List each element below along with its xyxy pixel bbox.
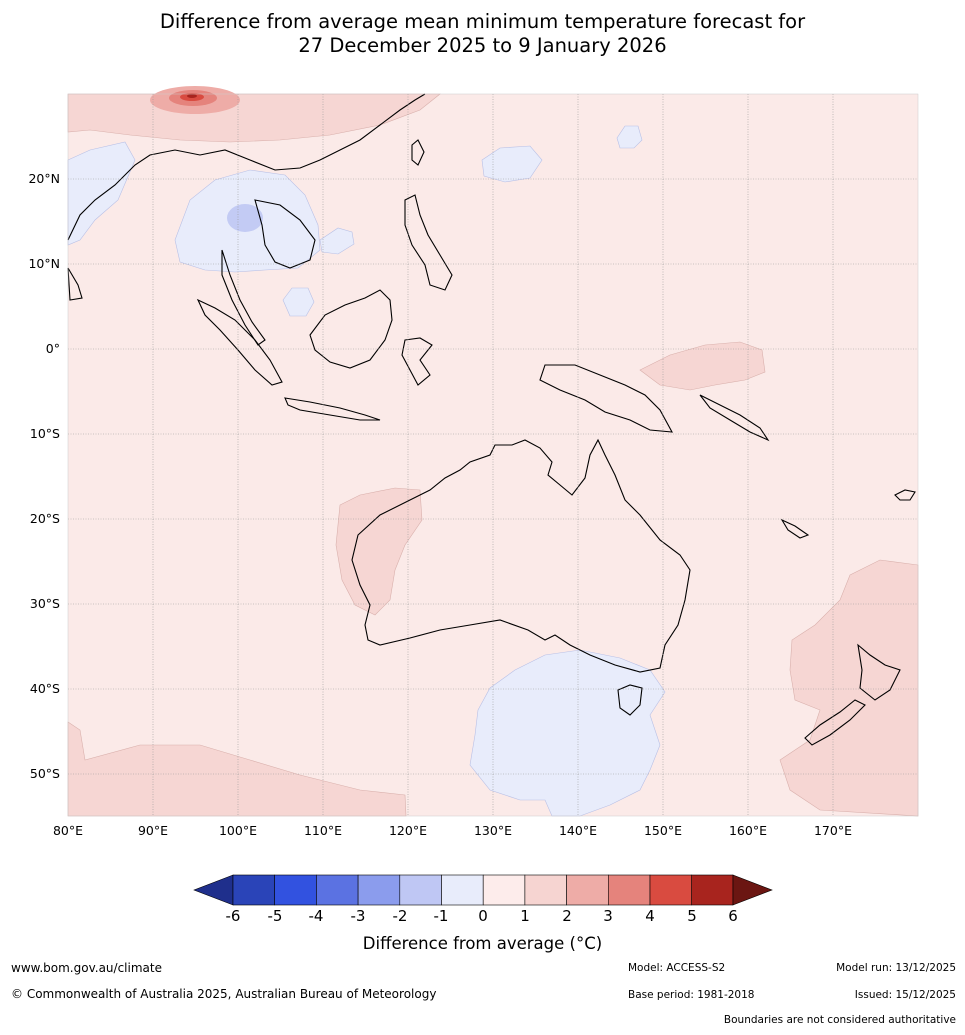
colorbar-min-arrow — [193, 874, 234, 906]
warm-region-png — [639, 341, 766, 391]
map-frame — [67, 93, 919, 817]
colorbar-bin-6 — [441, 874, 484, 906]
cool-region-southern-ocean — [469, 649, 666, 817]
india-tip-outline — [67, 267, 83, 301]
colorbar-tick: -1 — [433, 907, 449, 925]
taiwan-outline — [411, 139, 425, 166]
lon-label-140e: 140°E — [558, 823, 597, 838]
colorbar-tick: 3 — [603, 907, 613, 925]
colorbar-title: Difference from average (°C) — [362, 934, 603, 953]
colorbar-bin-2 — [274, 874, 317, 906]
cool-anomaly-regions — [67, 125, 666, 817]
colorbar — [193, 874, 773, 906]
colorbar-bin-7 — [482, 874, 526, 906]
footer-model: Model: ACCESS-S2 — [628, 962, 726, 974]
colorbar-bin-4 — [357, 874, 401, 906]
colorbar-bin-11 — [649, 874, 693, 906]
title-line-2: 27 December 2025 to 9 January 2026 — [298, 34, 667, 57]
cool-region-bay-of-bengal — [67, 141, 136, 246]
lat-label-40s: 40°S — [29, 681, 60, 696]
colorbar-tick: 2 — [562, 907, 572, 925]
new-guinea-outline — [539, 364, 673, 433]
hot-spot — [150, 86, 240, 114]
colorbar-tick: 6 — [728, 907, 738, 925]
footer-disclaimer: Boundaries are not considered authoritat… — [723, 1014, 956, 1026]
lon-label-130e: 130°E — [473, 823, 512, 838]
colorbar-bin-3 — [316, 874, 359, 906]
cool-region-south-china-sea — [282, 287, 315, 317]
colorbar-bin-10 — [607, 874, 651, 906]
footer-copyright: © Commonwealth of Australia 2025, Austra… — [11, 987, 437, 1001]
asia-mainland-outline — [67, 93, 426, 241]
lat-label-0: 0° — [45, 341, 60, 356]
cool-region-borneo-west — [319, 227, 355, 255]
colorbar-tick: -6 — [225, 907, 241, 925]
new-caledonia — [780, 518, 810, 539]
colorbar-bin-8 — [524, 874, 567, 906]
cool-region-philippine-sea — [481, 145, 543, 183]
borneo-outline — [309, 289, 393, 369]
tasmania-outline — [617, 684, 643, 716]
colorbar-tick: 1 — [520, 907, 530, 925]
colorbar-tick: -2 — [392, 907, 408, 925]
colorbar-bin-9 — [566, 874, 609, 906]
gridlines — [68, 94, 918, 816]
fiji — [894, 489, 916, 501]
cool-region-pacific-small — [616, 125, 643, 149]
lat-label-50s: 50°S — [29, 766, 60, 781]
lon-label-110e: 110°E — [303, 823, 342, 838]
lon-label-170e: 170°E — [813, 823, 852, 838]
title-line-1: Difference from average mean minimum tem… — [159, 10, 806, 33]
colorbar-tick: -5 — [267, 907, 283, 925]
colorbar-tick: 5 — [687, 907, 697, 925]
new-zealand-south — [804, 699, 866, 746]
lon-label-160e: 160°E — [728, 823, 767, 838]
solomon-islands — [699, 394, 770, 442]
warm-anomaly-regions — [67, 93, 919, 817]
lon-label-150e: 150°E — [643, 823, 682, 838]
deeper-cool-cell — [227, 204, 263, 232]
colorbar-max-arrow — [732, 874, 773, 906]
lat-label-20n: 20°N — [28, 171, 60, 186]
colorbar-bin-12 — [691, 874, 734, 906]
footer-issued: Issued: 15/12/2025 — [854, 989, 956, 1001]
indochina-outline — [254, 199, 316, 269]
colorbar-bin-5 — [399, 874, 442, 906]
java-outline — [284, 397, 381, 421]
footer-base-period: Base period: 1981-2018 — [628, 989, 755, 1001]
lat-label-10s: 10°S — [29, 426, 60, 441]
philippines-outline — [404, 194, 453, 291]
colorbar-tick: -3 — [350, 907, 366, 925]
lat-label-30s: 30°S — [29, 596, 60, 611]
colorbar-tick: -4 — [308, 907, 324, 925]
colorbar-tick: 4 — [645, 907, 655, 925]
lat-label-10n: 10°N — [28, 256, 60, 271]
footer-website: www.bom.gov.au/climate — [11, 961, 162, 975]
footer-model-run: Model run: 13/12/2025 — [836, 962, 956, 974]
chart-title: Difference from average mean minimum tem… — [0, 10, 965, 58]
malay-peninsula-outline — [221, 249, 266, 346]
new-zealand-north — [857, 643, 901, 701]
lon-label-100e: 100°E — [218, 823, 257, 838]
warm-region-west-australia — [335, 487, 423, 616]
coastlines — [67, 93, 916, 746]
colorbar-bin-1 — [232, 874, 276, 906]
lon-label-80e: 80°E — [52, 823, 84, 838]
australia-outline — [351, 438, 691, 673]
sumatra-outline — [196, 298, 283, 386]
sulawesi-outline — [401, 337, 433, 386]
colorbar-tick: 0 — [478, 907, 488, 925]
lon-label-120e: 120°E — [388, 823, 427, 838]
lat-label-20s: 20°S — [29, 511, 60, 526]
warm-region-new-zealand — [779, 559, 919, 817]
lon-label-90e: 90°E — [137, 823, 169, 838]
